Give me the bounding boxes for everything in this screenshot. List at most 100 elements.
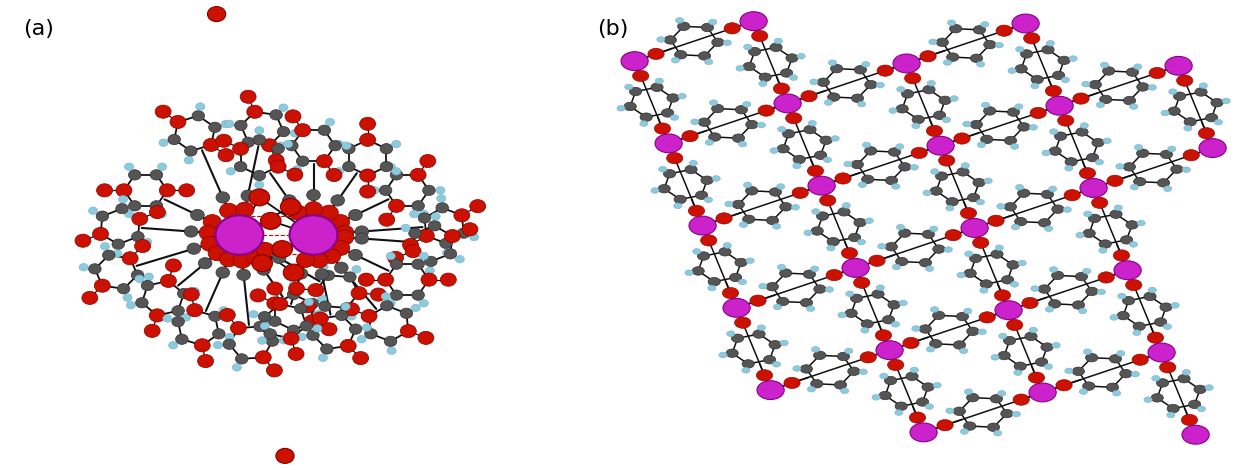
Circle shape xyxy=(892,264,900,270)
Circle shape xyxy=(1014,362,1026,370)
Circle shape xyxy=(792,187,809,198)
Circle shape xyxy=(292,165,301,173)
Circle shape xyxy=(891,321,900,327)
Circle shape xyxy=(910,423,938,442)
Circle shape xyxy=(916,398,929,406)
Circle shape xyxy=(970,54,982,63)
Circle shape xyxy=(1091,197,1108,209)
Circle shape xyxy=(1020,50,1032,58)
Circle shape xyxy=(310,253,328,268)
Circle shape xyxy=(998,352,1010,360)
Circle shape xyxy=(216,134,231,147)
Circle shape xyxy=(1079,308,1086,314)
Circle shape xyxy=(181,313,191,321)
Circle shape xyxy=(1182,425,1209,444)
Circle shape xyxy=(249,311,258,318)
Circle shape xyxy=(169,342,177,349)
Circle shape xyxy=(116,204,129,214)
Circle shape xyxy=(1148,343,1175,362)
Circle shape xyxy=(980,288,988,293)
Circle shape xyxy=(811,209,820,214)
Circle shape xyxy=(810,79,818,85)
Circle shape xyxy=(851,160,864,169)
Circle shape xyxy=(421,273,437,286)
Circle shape xyxy=(284,264,304,281)
Circle shape xyxy=(1075,272,1088,281)
Circle shape xyxy=(217,149,234,162)
Circle shape xyxy=(445,229,460,243)
Circle shape xyxy=(149,309,165,322)
Circle shape xyxy=(861,62,870,67)
Circle shape xyxy=(845,309,858,318)
Circle shape xyxy=(1089,80,1101,89)
Circle shape xyxy=(1169,89,1176,94)
Circle shape xyxy=(1095,159,1104,165)
Circle shape xyxy=(380,301,392,311)
Circle shape xyxy=(1046,40,1055,46)
Circle shape xyxy=(675,51,686,59)
Circle shape xyxy=(719,352,728,358)
Circle shape xyxy=(242,137,255,148)
Circle shape xyxy=(972,237,989,248)
Circle shape xyxy=(979,329,986,335)
Circle shape xyxy=(931,169,939,174)
Circle shape xyxy=(1135,144,1142,150)
Circle shape xyxy=(685,165,698,174)
Circle shape xyxy=(744,44,751,50)
Circle shape xyxy=(920,51,936,62)
Circle shape xyxy=(930,340,941,348)
Circle shape xyxy=(976,62,985,67)
Circle shape xyxy=(1106,175,1124,187)
Circle shape xyxy=(454,209,470,222)
Circle shape xyxy=(742,102,751,107)
Circle shape xyxy=(142,238,151,246)
Circle shape xyxy=(125,163,134,171)
Circle shape xyxy=(945,229,961,241)
Circle shape xyxy=(1072,301,1085,309)
Circle shape xyxy=(750,295,766,306)
Circle shape xyxy=(335,140,344,148)
Circle shape xyxy=(926,125,942,137)
Circle shape xyxy=(1049,147,1061,155)
Circle shape xyxy=(1050,266,1058,272)
Circle shape xyxy=(618,105,625,111)
Circle shape xyxy=(400,324,416,337)
Circle shape xyxy=(255,181,264,188)
Circle shape xyxy=(996,204,1005,209)
Circle shape xyxy=(190,210,204,221)
Circle shape xyxy=(659,166,666,172)
Circle shape xyxy=(346,313,356,320)
Circle shape xyxy=(707,285,716,291)
Circle shape xyxy=(96,211,109,221)
Circle shape xyxy=(1085,353,1098,362)
Circle shape xyxy=(131,231,144,242)
Circle shape xyxy=(861,175,874,184)
Circle shape xyxy=(253,255,272,272)
Circle shape xyxy=(241,190,255,201)
Circle shape xyxy=(278,126,290,137)
Circle shape xyxy=(1165,56,1192,75)
Circle shape xyxy=(119,196,127,203)
Circle shape xyxy=(1118,311,1129,320)
Circle shape xyxy=(1013,394,1029,405)
Circle shape xyxy=(1039,219,1050,227)
Circle shape xyxy=(1110,210,1122,219)
Circle shape xyxy=(316,155,332,168)
Circle shape xyxy=(965,389,972,394)
Circle shape xyxy=(322,249,340,264)
Circle shape xyxy=(390,290,402,300)
Circle shape xyxy=(630,87,641,96)
Circle shape xyxy=(141,280,154,290)
Circle shape xyxy=(1114,261,1141,280)
Circle shape xyxy=(386,163,395,171)
Circle shape xyxy=(930,187,942,196)
Circle shape xyxy=(1189,400,1201,408)
Circle shape xyxy=(340,303,352,313)
Circle shape xyxy=(440,273,456,286)
Circle shape xyxy=(1099,248,1108,253)
Circle shape xyxy=(801,91,818,102)
Circle shape xyxy=(266,297,282,310)
Circle shape xyxy=(282,332,299,345)
Circle shape xyxy=(922,86,935,94)
Circle shape xyxy=(689,160,698,166)
